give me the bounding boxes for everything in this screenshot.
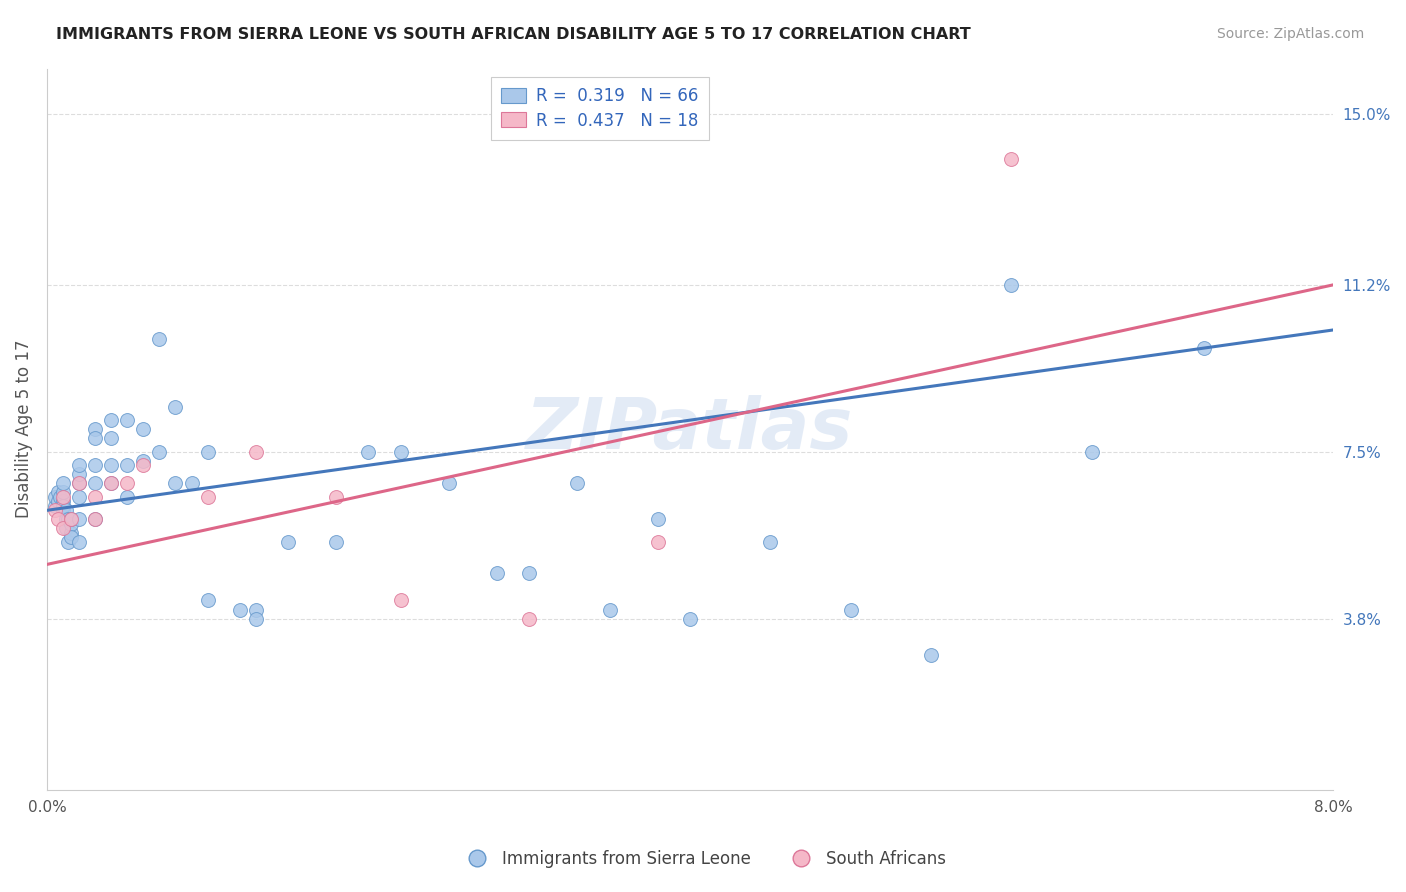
- Point: [839, 602, 862, 616]
- Point: [48, 490, 70, 504]
- Point: [517, 611, 540, 625]
- Point: [229, 602, 252, 616]
- Point: [567, 476, 589, 491]
- Point: [100, 476, 122, 491]
- Point: [132, 454, 155, 468]
- Point: [100, 413, 122, 427]
- Point: [245, 611, 267, 625]
- Point: [389, 444, 412, 458]
- Point: [52, 499, 75, 513]
- Point: [679, 611, 702, 625]
- Point: [197, 593, 219, 607]
- Point: [55, 503, 77, 517]
- Text: IMMIGRANTS FROM SIERRA LEONE VS SOUTH AFRICAN DISABILITY AGE 5 TO 17 CORRELATION: IMMIGRANTS FROM SIERRA LEONE VS SOUTH AF…: [56, 27, 972, 42]
- Point: [647, 512, 669, 526]
- Point: [59, 512, 82, 526]
- Y-axis label: Disability Age 5 to 17: Disability Age 5 to 17: [15, 340, 32, 518]
- Point: [485, 566, 508, 581]
- Point: [55, 521, 77, 535]
- Point: [148, 332, 170, 346]
- Point: [52, 490, 75, 504]
- Point: [647, 534, 669, 549]
- Point: [52, 476, 75, 491]
- Point: [59, 516, 82, 531]
- Point: [84, 512, 107, 526]
- Point: [52, 521, 75, 535]
- Point: [100, 431, 122, 445]
- Point: [117, 413, 139, 427]
- Point: [67, 467, 90, 482]
- Point: [56, 512, 79, 526]
- Point: [180, 476, 202, 491]
- Point: [389, 593, 412, 607]
- Point: [84, 422, 107, 436]
- Legend: Immigrants from Sierra Leone, South Africans: Immigrants from Sierra Leone, South Afri…: [454, 844, 952, 875]
- Point: [59, 530, 82, 544]
- Point: [165, 476, 187, 491]
- Point: [67, 490, 90, 504]
- Point: [55, 512, 77, 526]
- Point: [67, 534, 90, 549]
- Point: [245, 602, 267, 616]
- Point: [197, 444, 219, 458]
- Point: [1081, 444, 1104, 458]
- Point: [1000, 152, 1022, 166]
- Point: [44, 499, 66, 513]
- Point: [52, 494, 75, 508]
- Point: [197, 490, 219, 504]
- Text: ZIPatlas: ZIPatlas: [526, 394, 853, 464]
- Point: [245, 444, 267, 458]
- Point: [46, 494, 69, 508]
- Point: [117, 458, 139, 473]
- Point: [277, 534, 299, 549]
- Point: [52, 485, 75, 500]
- Point: [84, 458, 107, 473]
- Point: [44, 503, 66, 517]
- Point: [100, 476, 122, 491]
- Point: [148, 444, 170, 458]
- Point: [117, 490, 139, 504]
- Point: [44, 490, 66, 504]
- Point: [56, 534, 79, 549]
- Point: [1000, 277, 1022, 292]
- Point: [1194, 341, 1216, 355]
- Point: [46, 485, 69, 500]
- Point: [325, 490, 347, 504]
- Point: [132, 458, 155, 473]
- Point: [132, 422, 155, 436]
- Point: [46, 512, 69, 526]
- Point: [84, 512, 107, 526]
- Point: [67, 476, 90, 491]
- Point: [920, 648, 942, 662]
- Point: [84, 476, 107, 491]
- Point: [117, 476, 139, 491]
- Point: [759, 534, 782, 549]
- Point: [517, 566, 540, 581]
- Text: Source: ZipAtlas.com: Source: ZipAtlas.com: [1216, 27, 1364, 41]
- Point: [67, 476, 90, 491]
- Point: [100, 458, 122, 473]
- Point: [84, 490, 107, 504]
- Point: [59, 512, 82, 526]
- Point: [59, 525, 82, 540]
- Point: [599, 602, 621, 616]
- Legend: R =  0.319   N = 66, R =  0.437   N = 18: R = 0.319 N = 66, R = 0.437 N = 18: [491, 77, 709, 139]
- Point: [437, 476, 460, 491]
- Point: [52, 503, 75, 517]
- Point: [67, 458, 90, 473]
- Point: [67, 512, 90, 526]
- Point: [165, 400, 187, 414]
- Point: [357, 444, 380, 458]
- Point: [325, 534, 347, 549]
- Point: [84, 431, 107, 445]
